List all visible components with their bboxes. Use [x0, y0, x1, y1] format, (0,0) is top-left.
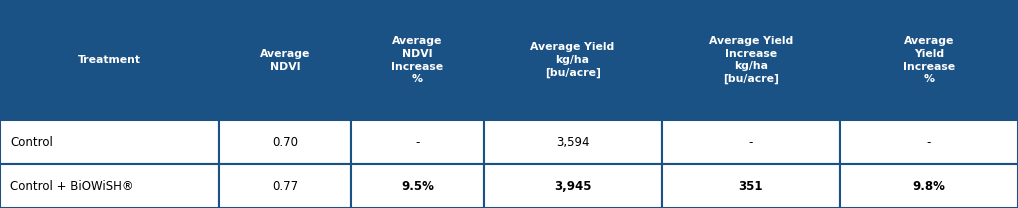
- Text: -: -: [926, 136, 931, 149]
- Bar: [351, 120, 484, 164]
- Text: 3,945: 3,945: [554, 180, 591, 193]
- Bar: [0, 0, 219, 120]
- Text: -: -: [415, 136, 419, 149]
- Bar: [484, 120, 662, 164]
- Bar: [840, 164, 1018, 208]
- Text: 0.70: 0.70: [272, 136, 298, 149]
- Bar: [219, 120, 351, 164]
- Bar: [840, 0, 1018, 120]
- Text: Control: Control: [10, 136, 53, 149]
- Text: Control + BiOWiSH®: Control + BiOWiSH®: [10, 180, 133, 193]
- Text: -: -: [748, 136, 753, 149]
- Text: 9.8%: 9.8%: [912, 180, 946, 193]
- Bar: [484, 0, 662, 120]
- Bar: [219, 164, 351, 208]
- Text: Treatment: Treatment: [78, 55, 140, 65]
- Text: 3,594: 3,594: [556, 136, 589, 149]
- Text: Average
NDVI
Increase
%: Average NDVI Increase %: [391, 36, 444, 84]
- Text: Average
NDVI: Average NDVI: [260, 49, 310, 72]
- Bar: [351, 164, 484, 208]
- Text: 351: 351: [738, 180, 764, 193]
- Bar: [0, 164, 219, 208]
- Bar: [662, 120, 840, 164]
- Bar: [484, 164, 662, 208]
- Text: 0.77: 0.77: [272, 180, 298, 193]
- Bar: [0, 120, 219, 164]
- Bar: [662, 0, 840, 120]
- Text: Average Yield
Increase
kg/ha
[bu/acre]: Average Yield Increase kg/ha [bu/acre]: [709, 36, 793, 84]
- Bar: [662, 164, 840, 208]
- Bar: [351, 0, 484, 120]
- Text: 9.5%: 9.5%: [401, 180, 434, 193]
- Bar: [219, 0, 351, 120]
- Text: Average Yield
kg/ha
[bu/acre]: Average Yield kg/ha [bu/acre]: [530, 42, 615, 78]
- Bar: [840, 120, 1018, 164]
- Text: Average
Yield
Increase
%: Average Yield Increase %: [903, 36, 955, 84]
